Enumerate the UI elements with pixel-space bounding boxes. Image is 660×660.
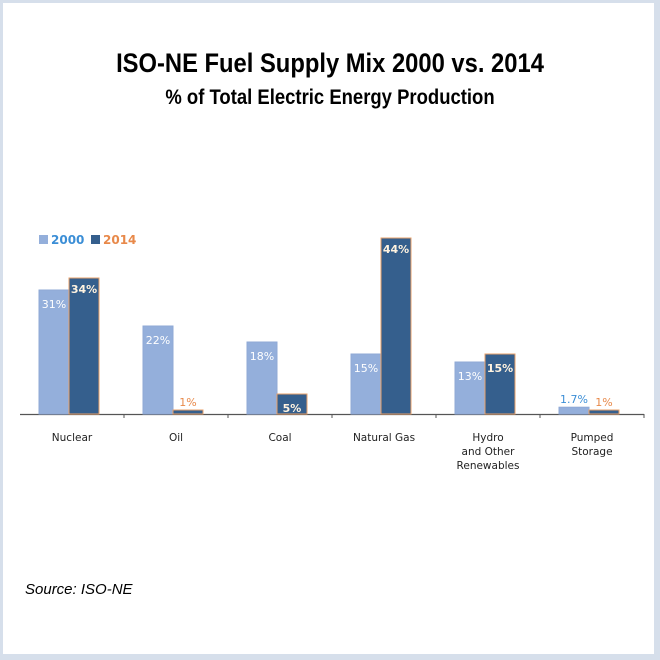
x-tick-label: Storage bbox=[571, 446, 612, 458]
legend-swatch-2014 bbox=[91, 235, 100, 244]
x-tick-label: Renewables bbox=[457, 460, 520, 472]
data-label: 34% bbox=[71, 283, 97, 296]
bar-2014-natural-gas bbox=[380, 237, 412, 415]
x-tick-label: and Other bbox=[462, 446, 516, 458]
chart-frame bbox=[3, 3, 654, 654]
data-label: 13% bbox=[458, 370, 482, 383]
chart-subtitle: % of Total Electric Energy Production bbox=[165, 86, 495, 109]
legend-label-2014: 2014 bbox=[103, 233, 136, 247]
bar-2000-pumped-storage bbox=[558, 406, 590, 415]
bar-2014-pumped-storage bbox=[588, 409, 620, 415]
chart-title: ISO-NE Fuel Supply Mix 2000 vs. 2014 bbox=[116, 48, 544, 78]
bar-2014-coal bbox=[276, 393, 308, 415]
data-label: 31% bbox=[42, 298, 66, 311]
data-label: 1% bbox=[595, 396, 612, 409]
bar-2000-natural-gas bbox=[350, 353, 382, 415]
data-label: 1.7% bbox=[560, 393, 588, 406]
bar-2000-oil bbox=[142, 325, 174, 415]
bar-2014-nuclear bbox=[68, 277, 100, 415]
bar-2000-coal bbox=[246, 341, 278, 415]
bar-2014-oil bbox=[172, 409, 204, 415]
x-tick-label: Pumped bbox=[571, 432, 614, 444]
x-tick-label: Natural Gas bbox=[353, 432, 415, 444]
bar-2014-hydro-and-other-renewables bbox=[484, 353, 516, 415]
source-note: Source: ISO-NE bbox=[25, 581, 133, 598]
data-label: 18% bbox=[250, 350, 274, 363]
data-label: 44% bbox=[383, 243, 409, 256]
data-label: 5% bbox=[283, 402, 302, 415]
legend-label-2000: 2000 bbox=[51, 233, 84, 247]
legend-swatch-2000 bbox=[39, 235, 48, 244]
x-tick-label: Hydro bbox=[472, 432, 503, 444]
x-tick-label: Nuclear bbox=[52, 432, 93, 444]
x-tick-label: Oil bbox=[169, 432, 183, 444]
x-tick-label: Coal bbox=[268, 432, 291, 444]
data-label: 22% bbox=[146, 334, 170, 347]
data-label: 15% bbox=[354, 362, 378, 375]
data-label: 1% bbox=[179, 396, 196, 409]
bar-2000-hydro-and-other-renewables bbox=[454, 361, 486, 415]
data-label: 15% bbox=[487, 362, 513, 375]
